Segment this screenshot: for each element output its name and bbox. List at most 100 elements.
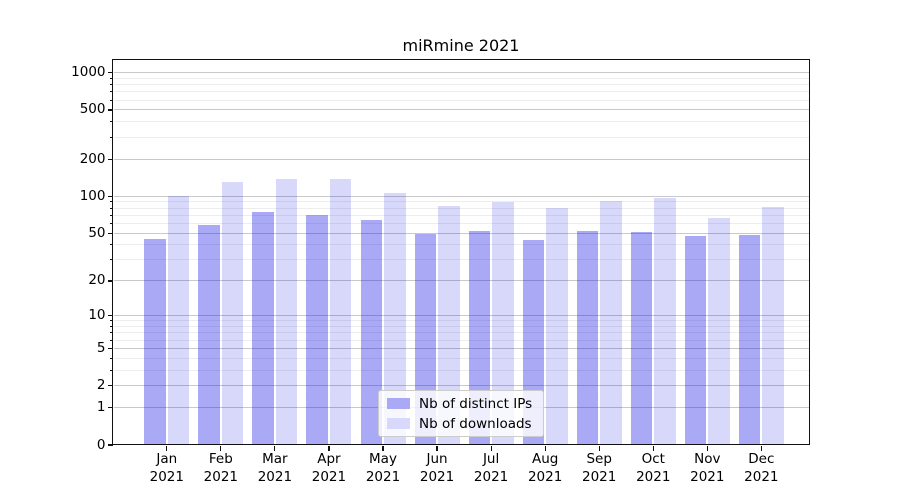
y-minor-tick-mark [110,244,113,246]
y-major-gridline [113,385,809,387]
bar-downloads [546,207,568,445]
x-tick-mark [706,446,708,451]
bar-distinct-ips [684,236,707,445]
y-minor-tick-mark [110,326,113,328]
bar-downloads [654,198,676,445]
y-minor-tick-mark [110,99,113,101]
x-tick-mark [760,446,762,451]
bar-downloads [708,218,730,445]
x-tick-label: Feb 2021 [203,451,239,485]
x-tick-label: Jul 2021 [473,451,509,485]
legend-item: Nb of distinct IPs [387,395,535,412]
bar-downloads [762,206,784,445]
bar-downloads [600,200,622,445]
y-major-gridline [113,158,809,160]
y-tick-mark [108,195,113,197]
y-minor-tick-mark [110,77,113,79]
legend-label: Nb of distinct IPs [419,395,533,412]
y-minor-tick-mark [110,91,113,93]
y-tick-label: 2 [96,377,106,394]
y-minor-gridline [113,77,809,79]
bar-downloads [384,193,406,445]
y-tick-mark [108,158,113,160]
y-tick-label: 1 [96,399,106,416]
legend: Nb of distinct IPs Nb of downloads [378,390,544,437]
y-minor-tick-mark [110,320,113,322]
x-tick-mark [166,446,168,451]
y-minor-gridline [113,84,809,86]
y-tick-mark [108,385,113,387]
x-tick-mark [598,446,600,451]
x-tick-label: Aug 2021 [527,451,563,485]
bar-distinct-ips [630,232,653,445]
y-major-gridline [113,347,809,349]
bar-downloads [492,201,514,445]
y-minor-tick-mark [110,222,113,224]
y-minor-tick-mark [110,332,113,334]
y-tick-label: 50 [88,224,106,241]
x-tick-mark [328,446,330,451]
bar-distinct-ips [360,220,382,445]
x-tick-mark [544,446,546,451]
y-tick-label: 200 [79,150,106,167]
legend-swatch [387,418,410,429]
y-minor-tick-mark [110,214,113,216]
x-tick-mark [220,446,222,451]
y-minor-gridline [113,207,809,209]
y-tick-mark [108,315,113,317]
y-tick-label: 20 [88,272,106,289]
y-tick-mark [108,232,113,234]
chart-title: miRmine 2021 [402,36,520,55]
y-major-gridline [113,280,809,282]
x-tick-label: Jan 2021 [149,451,184,485]
y-minor-gridline [113,339,809,341]
bar-downloads [438,205,460,445]
y-minor-gridline [113,332,809,334]
y-minor-gridline [113,121,809,123]
y-minor-tick-mark [110,136,113,138]
x-tick-mark [436,446,438,451]
bar-distinct-ips [738,235,761,445]
bar-distinct-ips [252,211,274,445]
y-minor-tick-mark [110,369,113,371]
y-minor-gridline [113,369,809,371]
x-tick-mark [274,446,276,451]
legend-label: Nb of downloads [419,415,532,432]
y-major-gridline [113,232,809,234]
x-tick-label: Dec 2021 [744,451,779,485]
y-minor-gridline [113,244,809,246]
y-tick-label: 100 [79,187,106,204]
y-tick-mark [108,347,113,350]
y-tick-label: 1000 [71,64,106,81]
bar-downloads [221,181,244,445]
y-tick-mark [108,407,113,409]
x-tick-mark [490,446,492,451]
y-minor-gridline [113,326,809,328]
bar-distinct-ips [144,238,166,445]
bar-distinct-ips [576,231,599,445]
bar-downloads [167,196,190,445]
y-minor-gridline [113,320,809,322]
y-minor-gridline [113,91,809,93]
y-minor-tick-mark [110,357,113,359]
x-tick-mark [652,446,654,451]
y-tick-label: 500 [79,101,106,118]
x-tick-label: Apr 2021 [311,451,347,485]
y-major-gridline [113,315,809,317]
y-minor-tick-mark [110,259,113,261]
y-minor-tick-mark [110,201,113,203]
y-minor-tick-mark [110,84,113,86]
x-tick-mark [382,446,384,451]
y-tick-mark [108,444,113,446]
y-minor-tick-mark [110,121,113,123]
y-minor-gridline [113,99,809,101]
y-tick-label: 10 [88,307,106,324]
bar-downloads [329,179,352,445]
x-tick-label: Nov 2021 [690,451,725,485]
x-tick-label: May 2021 [365,451,401,485]
x-tick-label: Sep 2021 [582,451,617,485]
y-minor-gridline [113,259,809,261]
x-tick-label: Mar 2021 [257,451,293,485]
bar-distinct-ips [306,214,328,445]
